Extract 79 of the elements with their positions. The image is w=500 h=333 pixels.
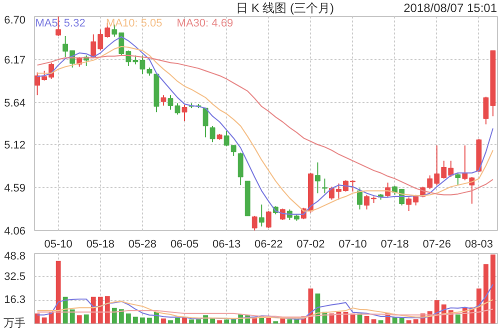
bar <box>224 319 230 324</box>
bar <box>392 317 398 324</box>
bar <box>76 315 82 324</box>
bar <box>413 319 418 324</box>
y-tick-label: 4.06 <box>4 226 26 238</box>
candlestick <box>455 172 461 186</box>
x-tick-label: 07-02 <box>296 238 325 250</box>
chart-subtitle: 2018/08/07 15:01 <box>404 0 497 17</box>
candlestick <box>182 104 188 122</box>
candlestick <box>322 178 328 194</box>
x-tick-label: 07-10 <box>338 238 367 250</box>
bar <box>364 316 370 324</box>
y-tick-label: 16.3 <box>4 294 26 306</box>
bar <box>147 318 152 324</box>
bar <box>140 317 145 324</box>
candlestick <box>238 152 244 186</box>
bar <box>196 319 201 324</box>
x-tick-label: 07-26 <box>422 238 451 250</box>
x-tick-label: 06-13 <box>212 238 241 250</box>
bar <box>42 317 47 324</box>
candlestick <box>210 125 216 143</box>
bar <box>189 319 194 324</box>
x-tick-label: 07-18 <box>380 238 409 250</box>
candlestick <box>266 210 272 229</box>
bar <box>406 320 412 324</box>
y-tick-label: 4.59 <box>4 182 26 195</box>
x-tick-label: 08-03 <box>464 238 493 250</box>
bar <box>280 318 286 324</box>
candlestick <box>314 162 320 194</box>
bar <box>483 264 488 324</box>
line-series <box>36 284 494 320</box>
bar <box>266 318 272 324</box>
bar <box>308 288 314 324</box>
bar <box>182 317 187 324</box>
bar <box>126 313 131 324</box>
y-tick-label: 6.70 <box>4 14 26 26</box>
bar <box>210 318 216 324</box>
bar <box>294 319 300 324</box>
bar <box>399 318 404 324</box>
line-series <box>36 299 494 320</box>
y-tick-label: 48.8 <box>4 250 26 262</box>
y-tick-label: 6.17 <box>4 54 26 66</box>
candlestick <box>160 94 166 106</box>
candlestick <box>280 208 286 220</box>
bar <box>34 313 40 324</box>
bar <box>217 320 222 324</box>
bar <box>112 308 117 324</box>
bar <box>118 309 124 324</box>
candlestick <box>202 108 208 138</box>
candlestick <box>258 204 264 227</box>
series-label: MA10: 5.05 <box>106 17 162 30</box>
text: MA30: 4.69 <box>176 17 234 30</box>
bar <box>175 318 180 324</box>
candlestick <box>357 188 362 210</box>
x-tick-label: 06-05 <box>170 238 199 250</box>
y-tick-label: 32.5 <box>4 270 26 283</box>
x-tick-label: 05-28 <box>128 238 157 250</box>
bar <box>371 319 376 324</box>
x-tick-label: 05-18 <box>86 238 114 250</box>
y-tick-label: 5.12 <box>4 140 26 152</box>
bar <box>455 314 460 324</box>
y-tick-label: 5.64 <box>4 97 26 110</box>
y-tick-label: 万手 <box>4 316 26 330</box>
x-tick-label: 06-22 <box>254 238 283 250</box>
chart-title: 日 K 线图 (三个月) <box>236 0 334 17</box>
bar <box>98 296 103 324</box>
x-tick-label: 05-10 <box>44 238 72 250</box>
bar <box>287 319 292 324</box>
bar <box>70 309 75 324</box>
bar <box>84 314 89 324</box>
line-series <box>36 308 494 318</box>
candlestick <box>252 215 258 230</box>
bar <box>168 320 173 324</box>
bar <box>490 254 496 324</box>
bar <box>161 318 166 324</box>
bar <box>231 319 236 324</box>
bar <box>378 320 384 324</box>
bar <box>132 316 138 324</box>
bar <box>56 260 61 324</box>
